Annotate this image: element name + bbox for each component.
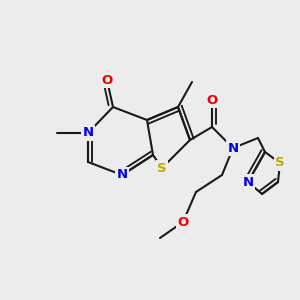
Text: S: S [275,157,285,169]
Text: N: N [242,176,253,188]
Text: O: O [206,94,218,106]
Text: O: O [101,74,112,86]
Text: S: S [157,161,167,175]
Text: N: N [116,169,128,182]
Text: O: O [177,215,189,229]
Text: N: N [227,142,239,154]
Text: N: N [82,127,94,140]
